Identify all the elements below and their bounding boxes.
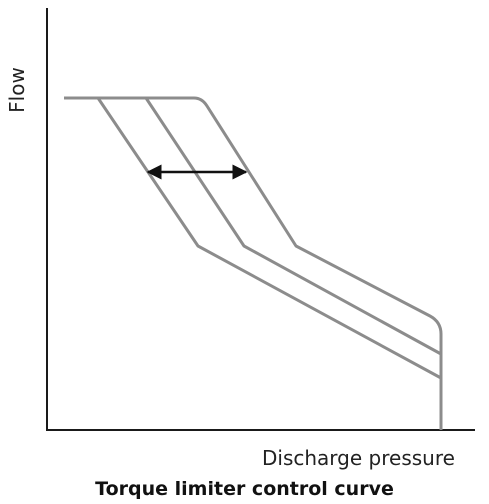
control-curves [64, 96, 443, 430]
control-curve-left [64, 96, 442, 380]
diagram-caption: Torque limiter control curve [95, 478, 394, 500]
control-curve-middle [98, 96, 442, 356]
y-axis-label: Flow [3, 60, 31, 120]
x-axis-label: Discharge pressure [262, 446, 455, 470]
y-axis-label-text: Flow [5, 67, 29, 113]
control-curve-right [146, 96, 443, 430]
